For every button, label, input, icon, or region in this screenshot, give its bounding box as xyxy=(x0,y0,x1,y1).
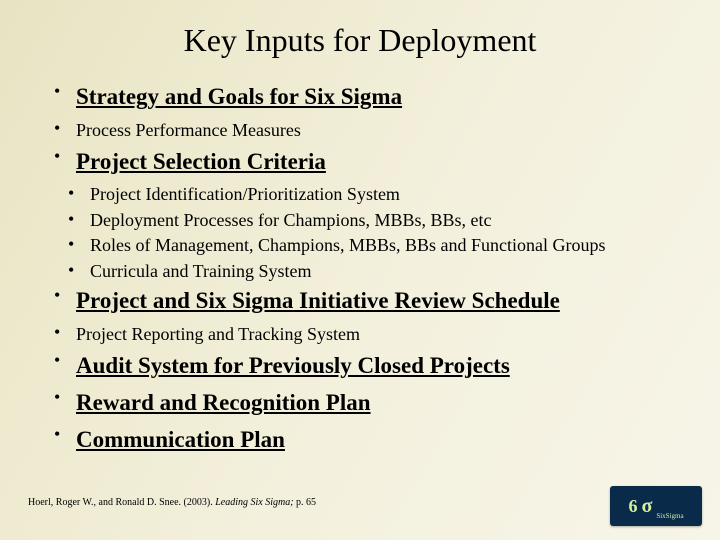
slide: Key Inputs for Deployment Strategy and G… xyxy=(0,0,720,540)
logo-subtext: SixSigma xyxy=(656,512,683,520)
list-item-text: Project Identification/Prioritization Sy… xyxy=(90,184,400,204)
list-item: Process Performance Measures xyxy=(50,118,686,142)
list-item: Project Reporting and Tracking System xyxy=(50,322,686,346)
list-item-text: Reward and Recognition Plan xyxy=(76,390,371,415)
list-item: Project and Six Sigma Initiative Review … xyxy=(50,285,686,316)
slide-title: Key Inputs for Deployment xyxy=(34,22,686,59)
list-item-text: Communication Plan xyxy=(76,427,285,452)
logo-sigma: σ xyxy=(641,495,652,518)
list-item-text: Process Performance Measures xyxy=(76,120,301,140)
list-item-text: Audit System for Previously Closed Proje… xyxy=(76,353,510,378)
citation-suffix: p. 65 xyxy=(294,497,317,508)
logo-six: 6 xyxy=(628,496,637,517)
list-item-text: Strategy and Goals for Six Sigma xyxy=(76,84,402,109)
bullet-list: Strategy and Goals for Six Sigma Process… xyxy=(50,81,686,455)
list-item-text: Project and Six Sigma Initiative Review … xyxy=(76,288,560,313)
list-item: Communication Plan xyxy=(50,424,686,455)
list-item-text: Curricula and Training System xyxy=(90,261,312,281)
citation: Hoerl, Roger W., and Ronald D. Snee. (20… xyxy=(28,497,316,508)
list-item: Reward and Recognition Plan xyxy=(50,387,686,418)
list-item: Strategy and Goals for Six Sigma xyxy=(50,81,686,112)
list-item-text: Project Reporting and Tracking System xyxy=(76,324,360,344)
list-item: Audit System for Previously Closed Proje… xyxy=(50,350,686,381)
list-item-text: Deployment Processes for Champions, MBBs… xyxy=(90,210,491,230)
list-item-text: Project Selection Criteria xyxy=(76,149,326,174)
list-item: Project Identification/Prioritization Sy… xyxy=(64,183,686,206)
list-item: Roles of Management, Champions, MBBs, BB… xyxy=(64,234,686,257)
list-item: Deployment Processes for Champions, MBBs… xyxy=(64,209,686,232)
list-item: Curricula and Training System xyxy=(64,260,686,283)
citation-prefix: Hoerl, Roger W., and Ronald D. Snee. (20… xyxy=(28,497,215,508)
citation-italic: Leading Six Sigma; xyxy=(215,497,293,508)
list-item: Project Selection Criteria xyxy=(50,146,686,177)
six-sigma-logo: 6 σ SixSigma xyxy=(610,486,702,526)
list-item-text: Roles of Management, Champions, MBBs, BB… xyxy=(90,235,605,255)
